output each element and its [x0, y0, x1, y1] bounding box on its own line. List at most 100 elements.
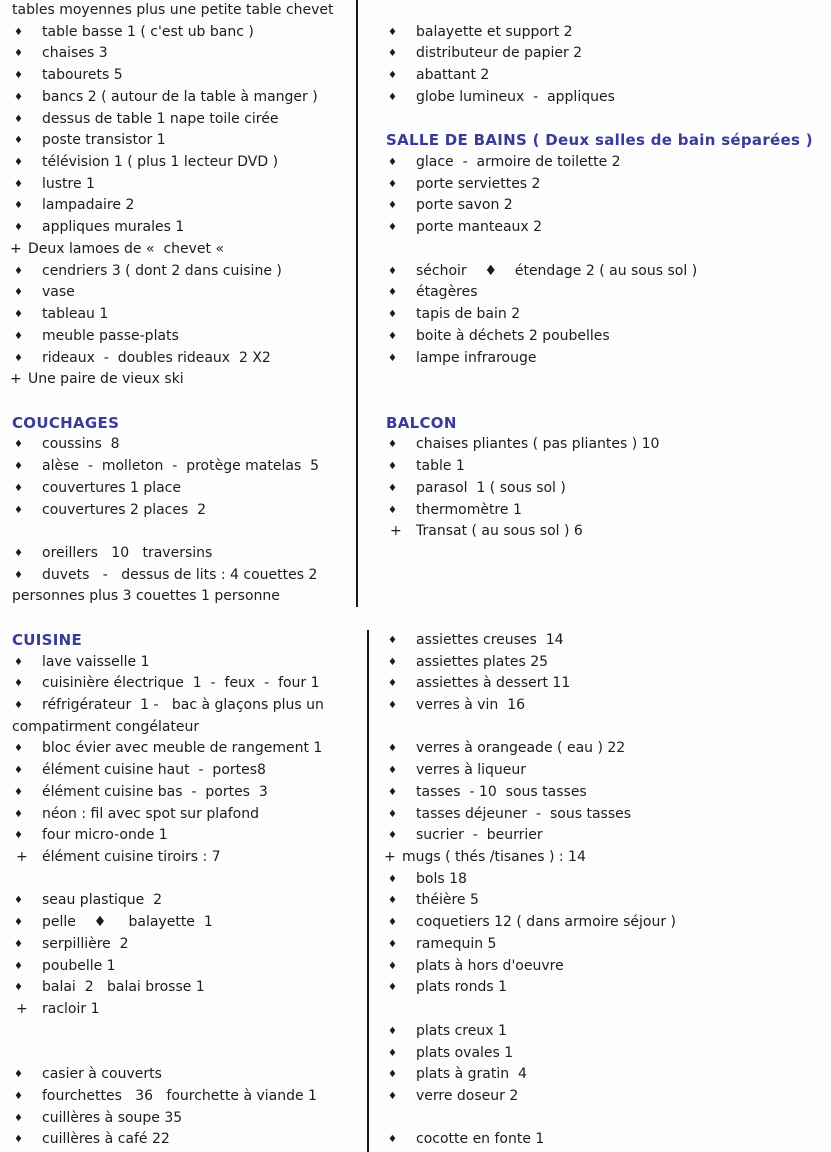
list-item: + mugs ( thés /tisanes ) : 14 [380, 847, 829, 869]
blank-line [6, 521, 356, 543]
list-item: ♦ assiettes à dessert 11 [380, 673, 829, 695]
list-item: ♦ assiettes creuses 14 [380, 630, 829, 652]
list-item-text: cendriers 3 ( dont 2 dans cuisine ) [42, 262, 282, 279]
plus-marker-icon: + [10, 240, 22, 257]
column-divider-bottom [367, 630, 369, 1152]
bullet-diamond-icon: ♦ [14, 504, 23, 516]
bullet-diamond-icon: ♦ [388, 1134, 397, 1146]
list-item: ♦ poste transistor 1 [6, 130, 356, 152]
list-item: tables moyennes plus une petite table ch… [6, 0, 356, 22]
inventory-column-left: tables moyennes plus une petite table ch… [6, 0, 356, 1151]
list-item: ♦ chaises 3 [6, 43, 356, 65]
list-item: ♦ sucrier - beurrier [380, 825, 829, 847]
list-item: ♦ cocotte en fonte 1 [380, 1129, 829, 1151]
list-item: ♦ globe lumineux - appliques [380, 87, 829, 109]
list-item-text: tasses déjeuner - sous tasses [416, 805, 632, 822]
list-item-text: parasol 1 ( sous sol ) [416, 479, 566, 496]
list-item-text: Transat ( au sous sol ) 6 [416, 523, 583, 540]
blank-line [380, 543, 829, 565]
bullet-diamond-icon: ♦ [14, 135, 23, 147]
list-item: ♦ bols 18 [380, 869, 829, 891]
bullet-diamond-icon: ♦ [14, 765, 23, 777]
bullet-diamond-icon: ♦ [388, 330, 397, 342]
list-item: ♦ plats ovales 1 [380, 1043, 829, 1065]
list-item: ♦ abattant 2 [380, 65, 829, 87]
list-item-text: lave vaisselle 1 [42, 653, 150, 670]
blank-line [380, 999, 829, 1021]
list-item: ♦ distributeur de papier 2 [380, 43, 829, 65]
list-item: ♦ porte manteaux 2 [380, 217, 829, 239]
list-item-text: théière 5 [416, 892, 479, 909]
list-item: ♦ porte savon 2 [380, 195, 829, 217]
bullet-diamond-icon: ♦ [14, 439, 23, 451]
section-header: SALLE DE BAINS ( Deux salles de bain sép… [380, 130, 829, 152]
blank-line [380, 586, 829, 608]
list-item-text: cuillères à soupe 35 [42, 1109, 183, 1126]
list-item-text: oreillers 10 traversins [42, 544, 213, 561]
list-item: ♦ tapis de bain 2 [380, 304, 829, 326]
bullet-diamond-icon: ♦ [388, 938, 397, 950]
list-item-text: assiettes creuses 14 [416, 631, 564, 648]
bullet-diamond-icon: ♦ [14, 222, 23, 234]
list-item-text: personnes plus 3 couettes 1 personne [12, 588, 280, 605]
bullet-diamond-icon: ♦ [388, 287, 397, 299]
list-item-text: Deux lamoes de « chevet « [28, 240, 225, 257]
list-item: ♦ plats creux 1 [380, 1021, 829, 1043]
list-item: ♦ séchoir ♦ étendage 2 ( au sous sol ) [380, 261, 829, 283]
list-item-text: couvertures 1 place [42, 479, 181, 496]
bullet-diamond-icon: ♦ [14, 1112, 23, 1124]
bullet-diamond-icon: ♦ [14, 547, 23, 559]
list-item: ♦ oreillers 10 traversins [6, 543, 356, 565]
list-item: + Une paire de vieux ski [6, 369, 356, 391]
bullet-diamond-icon: ♦ [14, 157, 23, 169]
list-item: ♦ bloc évier avec meuble de rangement 1 [6, 738, 356, 760]
bullet-diamond-icon: ♦ [388, 678, 397, 690]
list-item-text: assiettes plates 25 [416, 653, 549, 670]
plus-marker-icon: + [16, 1001, 28, 1018]
bullet-diamond-icon: ♦ [388, 178, 397, 190]
list-item-text: Une paire de vieux ski [28, 371, 184, 388]
list-item: ♦ verres à vin 16 [380, 695, 829, 717]
list-item-text: néon : fil avec spot sur plafond [42, 805, 259, 822]
blank-line [380, 369, 829, 391]
list-item-text: plats creux 1 [416, 1022, 507, 1039]
list-item-text: table basse 1 ( c'est ub banc ) [42, 23, 254, 40]
blank-line [380, 608, 829, 630]
bullet-diamond-icon: ♦ [14, 982, 23, 994]
bullet-diamond-icon: ♦ [14, 1134, 23, 1146]
list-item: compatirment congélateur [6, 717, 356, 739]
list-item: ♦ coussins 8 [6, 434, 356, 456]
list-item-text: porte serviettes 2 [416, 175, 541, 192]
bullet-diamond-icon: ♦ [14, 830, 23, 842]
bullet-diamond-icon: ♦ [388, 157, 397, 169]
bullet-diamond-icon: ♦ [14, 808, 23, 820]
bullet-diamond-icon: ♦ [14, 678, 23, 690]
blank-line [6, 1021, 356, 1043]
section-header-label: CUISINE [12, 630, 83, 649]
list-item-text: chaises 3 [42, 45, 108, 62]
list-item: ♦ thermomètre 1 [380, 500, 829, 522]
list-item: ♦ meuble passe-plats [6, 326, 356, 348]
bullet-diamond-icon: ♦ [388, 960, 397, 972]
list-item: ♦ cuillères à soupe 35 [6, 1108, 356, 1130]
list-item: + Deux lamoes de « chevet « [6, 239, 356, 261]
list-item-text: pelle ♦ balayette 1 [42, 914, 213, 931]
blank-line [6, 869, 356, 891]
list-item: ♦ porte serviettes 2 [380, 174, 829, 196]
list-item-text: plats ronds 1 [416, 979, 508, 996]
list-item: ♦ tasses déjeuner - sous tasses [380, 804, 829, 826]
bullet-diamond-icon: ♦ [14, 743, 23, 755]
list-item-text: rideaux - doubles rideaux 2 X2 [42, 349, 271, 366]
list-item: ♦ lampe infrarouge [380, 348, 829, 370]
list-item-text: verres à orangeade ( eau ) 22 [416, 740, 626, 757]
bullet-diamond-icon: ♦ [388, 765, 397, 777]
list-item-text: bancs 2 ( autour de la table à manger ) [42, 88, 318, 105]
list-item: ♦ chaises pliantes ( pas pliantes ) 10 [380, 434, 829, 456]
bullet-diamond-icon: ♦ [388, 873, 397, 885]
list-item: ♦ lave vaisselle 1 [6, 652, 356, 674]
list-item: ♦ élément cuisine bas - portes 3 [6, 782, 356, 804]
list-item: ♦ plats à gratin 4 [380, 1064, 829, 1086]
list-item: ♦ boite à déchets 2 poubelles [380, 326, 829, 348]
blank-line [380, 1108, 829, 1130]
